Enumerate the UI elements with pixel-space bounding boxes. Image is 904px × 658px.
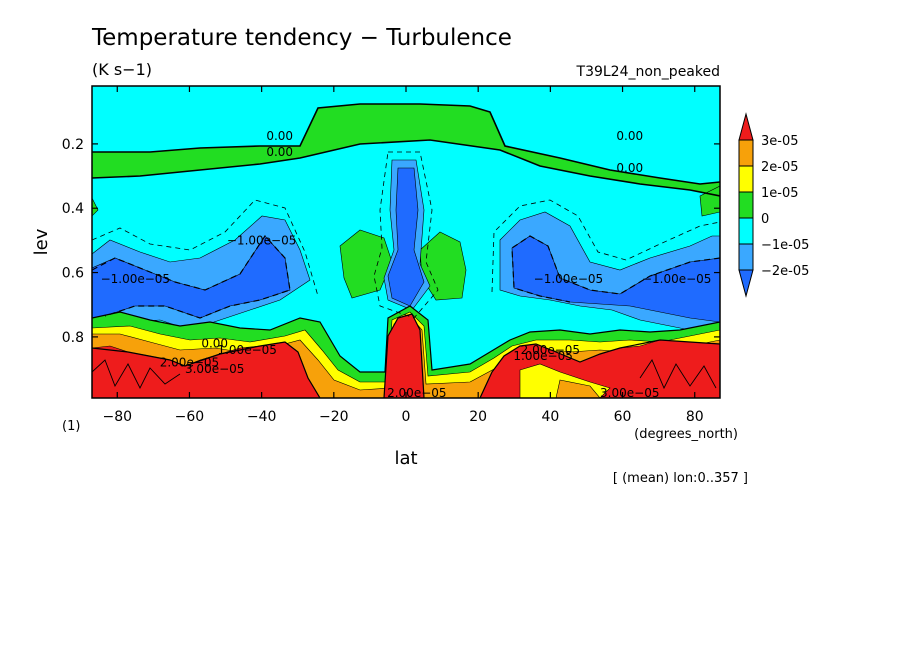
contour-label: 0.00 xyxy=(616,161,643,175)
colorbar: 3e-05 2e-05 1e-05 0 −1e-05 −2e-05 xyxy=(738,112,809,298)
x-tick-label: −20 xyxy=(319,409,349,425)
colorbar-extend-top xyxy=(738,112,754,141)
surface-contour-2 xyxy=(92,341,321,398)
chart-title: Temperature tendency − Turbulence xyxy=(91,25,512,51)
surface-contour-1 xyxy=(92,305,720,373)
x-tick-label: −40 xyxy=(247,409,277,425)
neg-contour-dashed-3 xyxy=(511,235,720,303)
x-tick-label: 40 xyxy=(541,409,559,425)
x-tick-label: 0 xyxy=(402,409,411,425)
neg-contour-dashed-5 xyxy=(491,199,720,293)
surface-contour-6 xyxy=(639,359,717,390)
contour-label: 0.00 xyxy=(201,336,228,350)
x-axis-label: lat xyxy=(394,448,417,469)
neg-contour-dashed-4 xyxy=(92,199,319,297)
colorbar-extend-bottom xyxy=(738,269,754,298)
surface-contour-4 xyxy=(479,339,720,398)
contour-label: 2.00e−05 xyxy=(387,386,446,400)
mean-note: [ (mean) lon:0..357 ] xyxy=(613,471,748,486)
y-tick-label: 0.4 xyxy=(62,201,84,217)
contour-label: 0.00 xyxy=(266,129,293,143)
colorbar-segment xyxy=(738,217,754,245)
colorbar-label: 0 xyxy=(761,212,769,227)
zero-contour-lower xyxy=(92,139,720,197)
y-tick-label: 0.8 xyxy=(62,330,84,346)
contour-label: −1.00e−05 xyxy=(227,233,296,247)
chart-units: (K s−1) xyxy=(92,60,152,79)
colorbar-segment xyxy=(738,243,754,271)
contour-label: −1.00e−05 xyxy=(642,272,711,286)
x-tick-label: −80 xyxy=(102,409,132,425)
contour-label: 2.00e−05 xyxy=(521,343,580,357)
contour-label: −1.00e−05 xyxy=(534,272,603,286)
contour-label: 1.00e−05 xyxy=(217,343,276,357)
contour-label: −1.00e−05 xyxy=(101,272,170,286)
contour-lines xyxy=(92,103,720,398)
x-tick-label: 60 xyxy=(614,409,632,425)
y-axis-label: lev xyxy=(31,228,52,255)
south-blue-core xyxy=(92,235,291,319)
colorbar-segment xyxy=(738,191,754,219)
x-tick-label: 80 xyxy=(686,409,704,425)
run-name: T39L24_non_peaked xyxy=(576,64,720,80)
contour-label: 0.00 xyxy=(616,129,643,143)
contour-labels: 0.00 0.00 0.00 0.00 −1.00e−05 −1.00e−05 −1.00e… xyxy=(101,129,712,400)
colorbar-segment xyxy=(738,165,754,193)
y-tick-label: 0.2 xyxy=(62,137,84,153)
contour-label: 0.00 xyxy=(266,145,293,159)
left-green-patch xyxy=(92,197,99,217)
zero-contour-upper xyxy=(92,103,720,185)
colorbar-label: −2e-05 xyxy=(761,264,809,279)
x-axis: −80 −60 −40 −20 0 20 40 60 80 xyxy=(102,86,704,425)
north-surface-orange-patch xyxy=(555,379,601,398)
colorbar-label: −1e-05 xyxy=(761,238,809,253)
x-tick-label: −60 xyxy=(175,409,205,425)
x-tick-label: 20 xyxy=(469,409,487,425)
surface-contour-3 xyxy=(383,313,425,398)
colorbar-label: 2e-05 xyxy=(761,160,799,175)
neg-contour-dashed-2 xyxy=(92,235,291,319)
colorbar-label: 1e-05 xyxy=(761,186,799,201)
surface-contour-5 xyxy=(92,359,181,390)
contour-field xyxy=(92,86,720,398)
x-axis-units: (degrees_north) xyxy=(634,427,738,442)
y-tick-label: 0.6 xyxy=(62,266,84,282)
y-axis: 0.2 0.4 0.6 0.8 xyxy=(62,137,720,346)
contour-label: 1.00e−05 xyxy=(513,349,572,363)
colorbar-label: 3e-05 xyxy=(761,134,799,149)
colorbar-segment xyxy=(738,139,754,167)
contour-label: 3.00e−05 xyxy=(185,362,244,376)
contour-label: 3.00e−05 xyxy=(600,386,659,400)
footnote-index: (1) xyxy=(62,419,80,434)
contour-label: 2.00e−05 xyxy=(160,356,219,370)
